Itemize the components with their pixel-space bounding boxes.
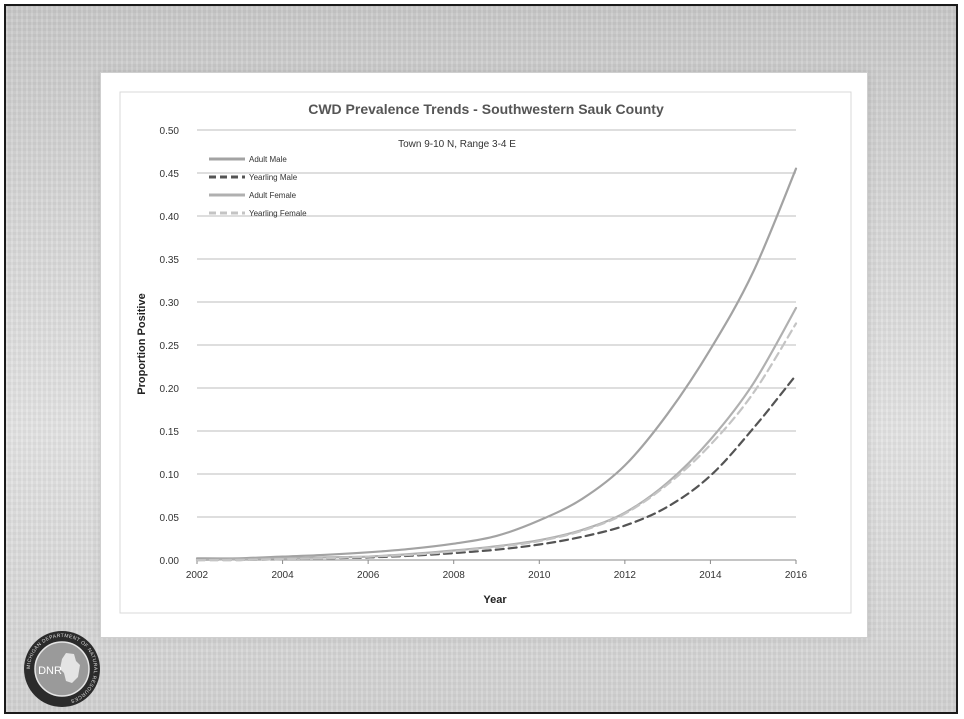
y-tick-label: 0.15 <box>160 427 180 438</box>
x-tick-label: 2008 <box>443 570 466 581</box>
x-tick-label: 2014 <box>699 570 722 581</box>
x-tick-label: 2016 <box>785 570 808 581</box>
chart-title: CWD Prevalence Trends - Southwestern Sau… <box>308 101 664 117</box>
y-tick-label: 0.40 <box>160 212 180 223</box>
y-tick-label: 0.05 <box>160 513 180 524</box>
x-axis-label: Year <box>483 594 507 606</box>
y-tick-label: 0.00 <box>160 556 180 567</box>
gridlines <box>197 129 796 561</box>
series-line-adult-female <box>195 306 798 562</box>
legend-label-yearling-female: Yearling Female <box>249 209 307 218</box>
y-tick-label: 0.10 <box>160 470 180 481</box>
legend-label-yearling-male: Yearling Male <box>249 173 298 182</box>
series-line-yearling-female <box>195 322 798 562</box>
x-tick-label: 2002 <box>186 570 209 581</box>
x-tick-label: 2004 <box>271 570 294 581</box>
chart-subtitle: Town 9-10 N, Range 3-4 E <box>398 139 516 150</box>
x-tick-label: 2012 <box>614 570 637 581</box>
dnr-logo: DNR MICHIGAN DEPARTMENT OF NATURAL RESOU… <box>24 631 100 707</box>
series-lines <box>195 167 798 562</box>
legend-label-adult-male: Adult Male <box>249 155 287 164</box>
logo-text: DNR <box>38 665 62 677</box>
y-tick-label: 0.50 <box>160 126 180 137</box>
series-line-yearling-male <box>195 374 798 562</box>
legend-label-adult-female: Adult Female <box>249 191 297 200</box>
legend: Adult Male Yearling Male Adult Female Yearl… <box>209 155 307 218</box>
series-line-adult-male <box>195 167 798 560</box>
y-tick-label: 0.25 <box>160 341 180 352</box>
prevalence-chart: CWD Prevalence Trends - Southwestern Sau… <box>119 91 852 614</box>
chart-card: CWD Prevalence Trends - Southwestern Sau… <box>100 72 868 638</box>
y-tick-label: 0.35 <box>160 255 180 266</box>
chart-area-border <box>119 91 852 614</box>
axes: 0.00 0.05 0.10 0.15 0.20 0.25 0.30 0.35 0.40 0.45… <box>160 126 808 581</box>
y-axis-label: Proportion Positive <box>136 293 148 394</box>
y-tick-label: 0.20 <box>160 384 180 395</box>
x-tick-label: 2006 <box>357 570 380 581</box>
y-tick-label: 0.45 <box>160 169 180 180</box>
y-tick-label: 0.30 <box>160 298 180 309</box>
michigan-shape-icon <box>60 653 80 683</box>
x-tick-label: 2010 <box>528 570 551 581</box>
